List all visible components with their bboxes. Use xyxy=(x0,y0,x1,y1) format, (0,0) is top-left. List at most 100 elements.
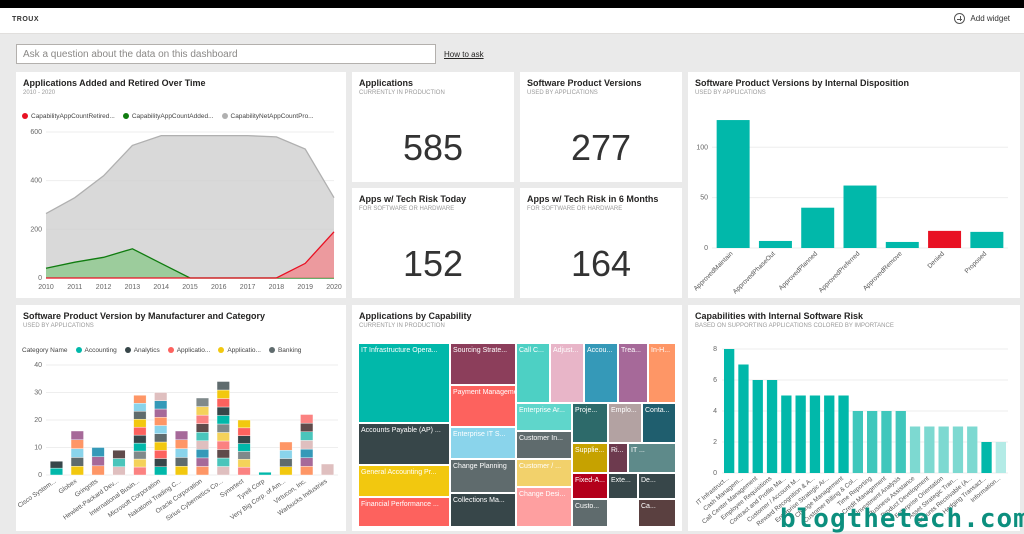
how-to-ask-link[interactable]: How to ask xyxy=(444,50,484,59)
treemap-cell[interactable]: Financial Performance ... xyxy=(358,497,450,527)
bar xyxy=(716,120,750,248)
bar xyxy=(852,411,863,473)
y-tick-label: 2 xyxy=(713,439,717,446)
treemap-cell[interactable]: Call C... xyxy=(516,343,550,403)
bar-segment xyxy=(216,457,230,467)
x-tick-label: ApprovedPreferred xyxy=(818,250,862,294)
qa-input[interactable]: Ask a question about the data on this da… xyxy=(16,44,436,64)
tile-title: Applications by Capability xyxy=(359,311,472,321)
tile-title: Applications Added and Retired Over Time xyxy=(23,78,206,88)
treemap-cell[interactable]: Exte... xyxy=(608,473,638,499)
x-tick-label: 2018 xyxy=(269,284,285,291)
y-tick-label: 30 xyxy=(34,390,42,397)
tile-title: Software Product Versions by Internal Di… xyxy=(695,78,910,88)
tile-title: Capabilities with Internal Software Risk xyxy=(695,311,864,321)
x-tick-label: 2016 xyxy=(211,284,227,291)
bar-segment xyxy=(175,465,189,476)
bar xyxy=(995,442,1006,473)
treemap-cell[interactable]: Trea... xyxy=(618,343,648,403)
bar-segment xyxy=(154,408,168,418)
bar xyxy=(895,411,906,473)
treemap-cell[interactable]: Customer In... xyxy=(516,431,572,459)
treemap-cell[interactable]: Accou... xyxy=(584,343,618,403)
treemap-cell[interactable]: Supplie... xyxy=(572,443,608,473)
bar xyxy=(881,411,892,473)
bar xyxy=(970,231,1004,248)
bar xyxy=(809,395,821,473)
treemap-cell[interactable]: Enterprise Ar... xyxy=(516,403,572,431)
treemap-cell[interactable]: Customer / ... xyxy=(516,459,572,487)
y-tick-label: 0 xyxy=(38,275,42,282)
treemap-cell[interactable]: General Accounting Pr... xyxy=(358,465,450,497)
treemap-cell[interactable]: Fixed-A... xyxy=(572,473,608,499)
treemap-cell[interactable]: Change Planning xyxy=(450,459,516,493)
treemap-cell[interactable]: Sourcing Strate... xyxy=(450,343,516,385)
treemap-cell[interactable]: Enterprise IT S... xyxy=(450,427,516,459)
tile-spv-manufacturer[interactable]: Software Product Version by Manufacturer… xyxy=(16,305,346,531)
bar-segment xyxy=(321,463,335,476)
legend-item: CapabilityAppCountRetired... xyxy=(22,113,115,120)
legend-title: Category Name xyxy=(22,347,68,354)
bar-segment xyxy=(112,450,126,459)
bar-segment xyxy=(112,466,126,476)
treemap-cell[interactable]: De... xyxy=(638,473,676,499)
bar-segment xyxy=(133,395,147,404)
bar xyxy=(843,185,877,248)
treemap-cell[interactable]: Proje... xyxy=(572,403,608,443)
treemap-cell[interactable]: Ca... xyxy=(638,499,676,527)
treemap-cell[interactable]: Custo... xyxy=(572,499,608,527)
x-tick-label: 2011 xyxy=(67,284,82,291)
legend-label: Applicatio... xyxy=(176,347,211,354)
x-tick-label: 2014 xyxy=(153,284,169,291)
x-tick-label: 2010 xyxy=(38,284,54,291)
bar-segment xyxy=(70,448,84,458)
tile-capabilities-risk[interactable]: Capabilities with Internal Software Risk… xyxy=(688,305,1020,531)
tile-apps-added-retired[interactable]: Applications Added and Retired Over Time… xyxy=(16,72,346,298)
treemap-cell[interactable]: IT ... xyxy=(628,443,676,473)
bar-segment xyxy=(279,458,293,467)
bar-segment xyxy=(237,435,251,444)
legend-label: CapabilityNetAppCountPro... xyxy=(230,113,314,120)
treemap-cell[interactable]: Collections Ma... xyxy=(450,493,516,527)
tile-apps-by-capability[interactable]: Applications by Capability CURRENTLY IN … xyxy=(352,305,682,531)
x-tick-label: ApprovedPlanned xyxy=(778,250,820,292)
tile-applications[interactable]: Applications CURRENTLY IN PRODUCTION 585 xyxy=(352,72,514,182)
x-tick-label: Proposed xyxy=(964,250,989,275)
bar-segment xyxy=(133,403,147,412)
treemap-cell[interactable]: In-H... xyxy=(648,343,676,403)
tile-risk-6-months[interactable]: Apps w/ Tech Risk in 6 Months FOR SOFTWA… xyxy=(520,188,682,298)
bar-segment xyxy=(133,410,147,420)
legend-label: Accounting xyxy=(84,347,117,354)
bar xyxy=(758,240,792,248)
treemap-cell[interactable]: Payment Manageme... xyxy=(450,385,516,427)
bar-segment xyxy=(91,465,105,476)
treemap-cell[interactable]: Conta... xyxy=(642,403,676,443)
bar xyxy=(885,241,919,248)
kpi-value: 585 xyxy=(402,127,464,168)
bar-segment xyxy=(258,472,272,476)
bar-segment xyxy=(154,425,168,434)
bar-segment xyxy=(70,457,84,467)
bar-segment xyxy=(133,434,147,444)
treemap-cell[interactable]: IT Infrastructure Opera... xyxy=(358,343,450,423)
bar-segment xyxy=(279,466,293,476)
treemap-cell[interactable]: Adjust... xyxy=(550,343,584,403)
tile-spv-disposition[interactable]: Software Product Versions by Internal Di… xyxy=(688,72,1020,298)
treemap-cell[interactable]: Accounts Payable (AP) ... xyxy=(358,423,450,465)
bar-segment xyxy=(237,419,251,429)
tile-risk-today[interactable]: Apps w/ Tech Risk Today FOR SOFTWARE OR … xyxy=(352,188,514,298)
treemap-cell[interactable]: Emplo... xyxy=(608,403,642,443)
capability-treemap: IT Infrastructure Opera... Sourcing Strat… xyxy=(358,343,676,527)
treemap-cell[interactable]: Ri... xyxy=(608,443,628,473)
y-tick-label: 0 xyxy=(704,245,708,252)
legend-item: Applicatio... xyxy=(218,347,261,354)
legend-label: Banking xyxy=(277,347,302,354)
kpi-value: 164 xyxy=(570,243,632,284)
add-widget-button[interactable]: Add widget xyxy=(954,13,1010,24)
treemap-cell[interactable]: Change Desi... xyxy=(516,487,572,527)
tile-software-product-versions[interactable]: Software Product Versions USED BY APPLIC… xyxy=(520,72,682,182)
tile-subtitle: FOR SOFTWARE OR HARDWARE xyxy=(359,206,455,212)
bar-segment xyxy=(279,441,293,451)
